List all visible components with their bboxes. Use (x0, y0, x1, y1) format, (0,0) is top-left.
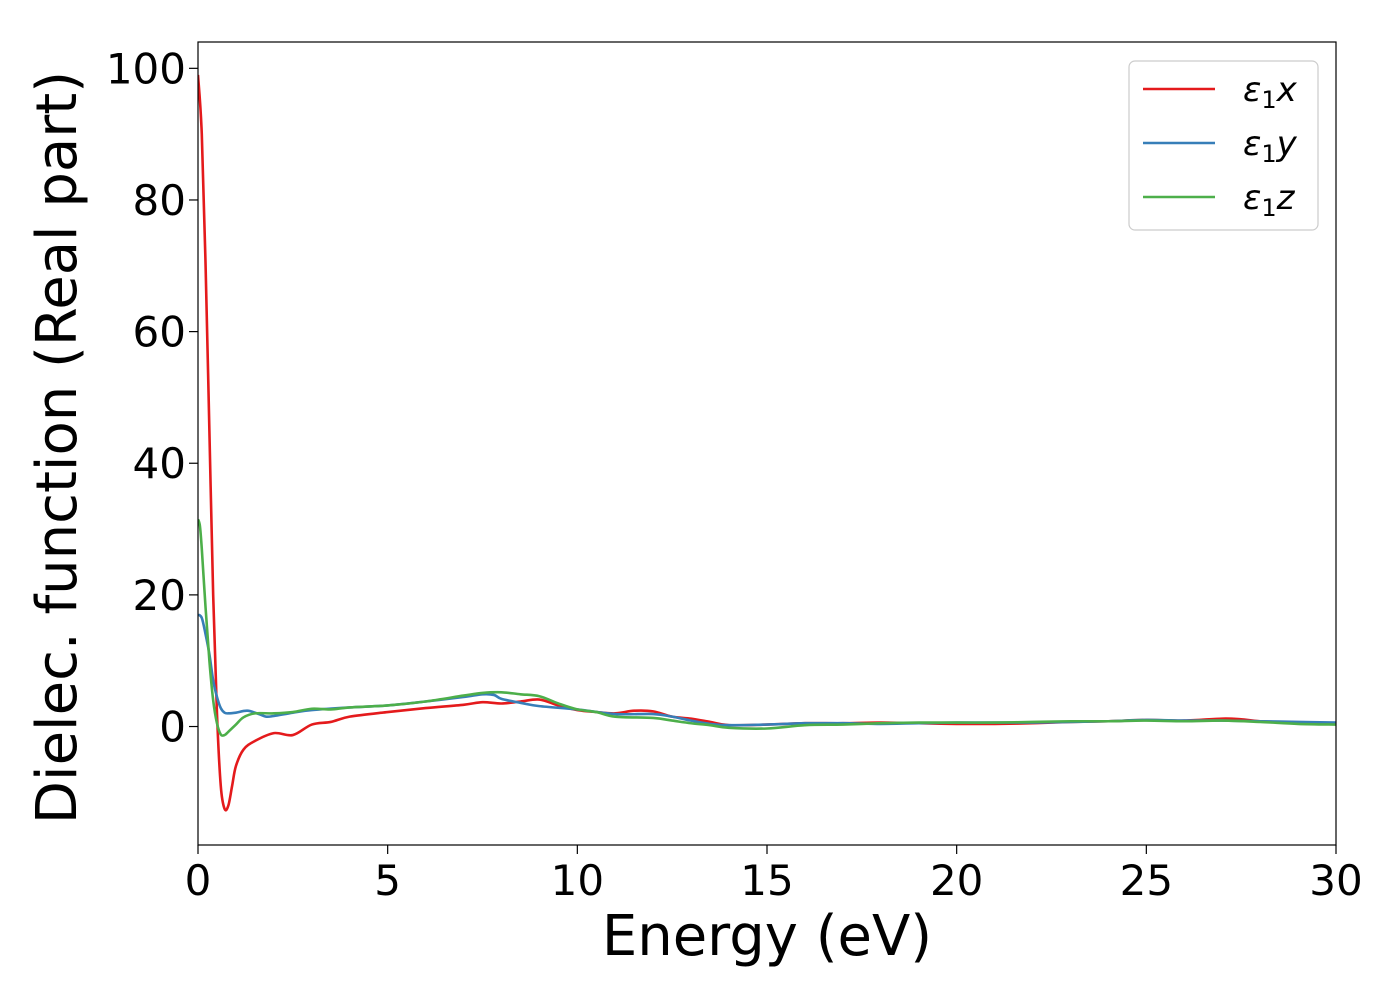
legend-label-x: ε1x (1243, 70, 1298, 114)
x-axis: 0 5 10 15 20 25 30 (185, 845, 1363, 905)
legend-label-z: ε1z (1243, 178, 1296, 222)
x-tick-label: 30 (1309, 856, 1362, 905)
legend-box (1128, 60, 1319, 231)
legend-label-y: ε1y (1243, 124, 1298, 168)
x-tick-label: 20 (930, 856, 983, 905)
y-tick-label: 40 (133, 439, 186, 488)
y-axis-label: Dielec. function (Real part) (25, 71, 90, 824)
x-tick-label: 10 (551, 856, 604, 905)
series-layer (198, 74, 1336, 812)
series-line-z (198, 518, 1336, 737)
y-tick-label: 60 (133, 308, 186, 357)
x-tick-label: 15 (740, 856, 793, 905)
x-tick-label: 0 (185, 856, 212, 905)
x-axis-label: Energy (eV) (602, 904, 932, 969)
x-tick-label: 25 (1120, 856, 1173, 905)
legend: ε1x ε1y ε1z (1128, 60, 1319, 231)
y-tick-label: 20 (133, 571, 186, 620)
y-tick-label: 80 (133, 176, 186, 225)
y-tick-label: 100 (106, 44, 186, 93)
y-tick-label: 0 (159, 703, 186, 752)
y-axis: 0 20 40 60 80 100 (106, 44, 198, 752)
x-tick-label: 5 (374, 856, 401, 905)
